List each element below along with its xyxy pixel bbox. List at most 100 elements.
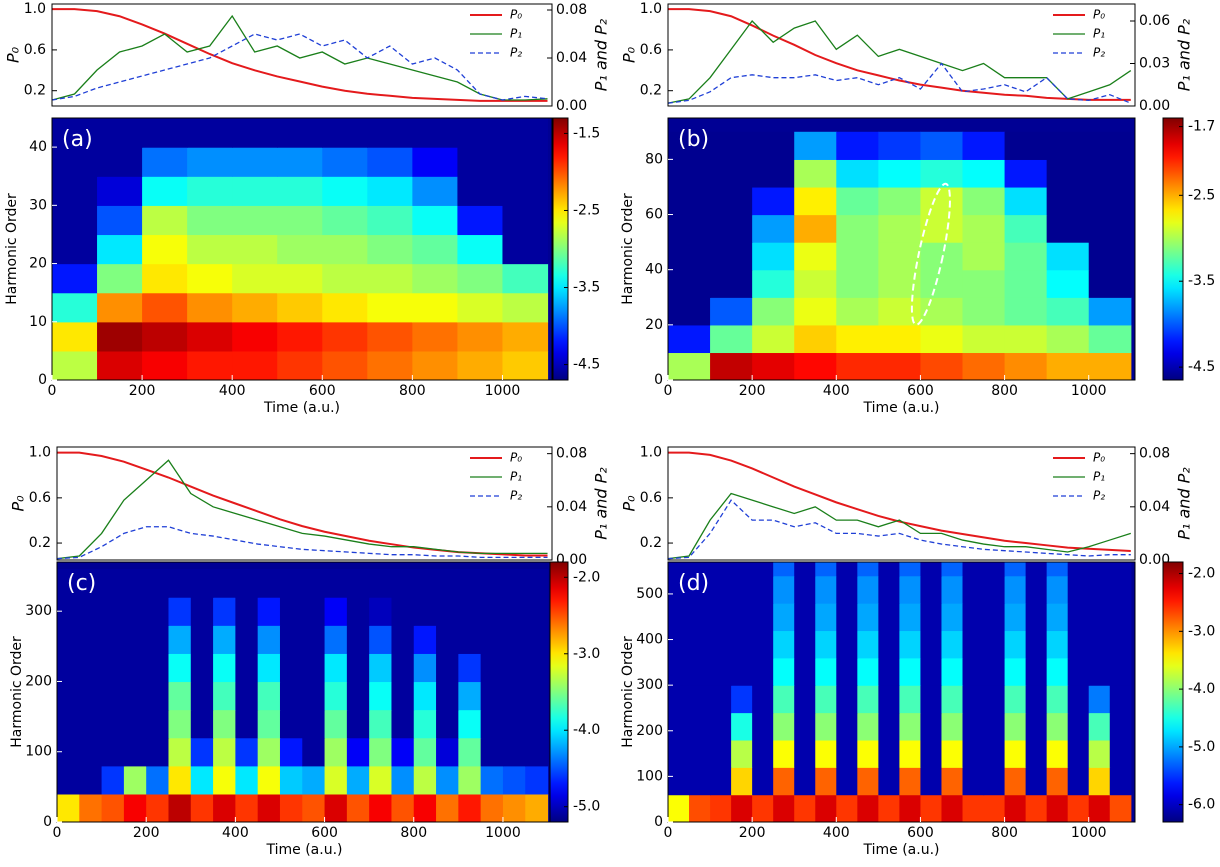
heatmap-cell — [668, 767, 690, 796]
heatmap-cell — [502, 737, 526, 767]
heatmap-cell — [277, 321, 323, 352]
legend-label: P₁ — [1093, 470, 1105, 484]
heatmap-cell — [413, 569, 437, 598]
heatmap-cell — [502, 176, 549, 206]
heatmap-cell — [815, 794, 837, 822]
heatmap-cell — [232, 118, 278, 148]
heatmap-cell — [983, 794, 1006, 822]
heatmap-cell — [1025, 767, 1048, 796]
heatmap-cell — [480, 653, 504, 683]
y-tick-label: 500 — [636, 586, 663, 602]
legend-label: P₁ — [510, 470, 522, 484]
x-tick-label: 0 — [53, 825, 62, 841]
heatmap-cell — [123, 681, 147, 711]
heatmap-cell — [101, 569, 125, 598]
heatmap-cell — [190, 653, 214, 683]
heatmap-cell — [146, 569, 170, 598]
heatmap-cell — [1004, 603, 1027, 632]
heatmap-cell — [235, 737, 259, 767]
heatmap-cell — [1109, 657, 1132, 686]
heatmap-cell — [920, 712, 943, 741]
x-tick-label: 0 — [48, 383, 57, 399]
heatmap-cell — [836, 269, 879, 298]
heatmap-cell — [502, 234, 549, 265]
heatmap-cell — [857, 685, 879, 714]
heatmap-cell — [962, 657, 985, 686]
heatmap-cell — [1004, 575, 1027, 604]
x-axis-label: Time (a.u.) — [266, 842, 343, 858]
heatmap-cell — [1046, 242, 1090, 271]
y-tick-label: 0 — [654, 372, 663, 388]
heatmap-cell — [983, 712, 1006, 741]
heatmap-cell — [257, 709, 281, 739]
colorbar-tick-label: -3.0 — [1188, 623, 1215, 639]
heatmap-cell — [525, 625, 549, 654]
heatmap-cell — [1025, 657, 1048, 686]
heatmap-cell — [322, 147, 368, 177]
heatmap-cell — [794, 352, 837, 380]
y-axis-label: P₀ — [4, 46, 23, 63]
heatmap-cell — [367, 176, 413, 206]
series-line — [57, 459, 548, 560]
heatmap-cell — [79, 597, 103, 626]
legend-label: P₀ — [1093, 8, 1105, 22]
x-tick-label: 600 — [907, 383, 934, 399]
legend-label: P₂ — [1093, 489, 1105, 503]
heatmap-cell — [232, 321, 278, 352]
y-tick-label: 0.2 — [640, 83, 662, 99]
heatmap-cell — [1088, 214, 1132, 243]
heatmap-cell — [710, 186, 753, 216]
heatmap-cell — [920, 131, 964, 160]
heatmap-cell — [436, 597, 459, 626]
heatmap-cell — [346, 765, 370, 795]
heatmap-cell — [941, 767, 964, 796]
heatmap-cell — [1046, 575, 1069, 604]
heatmap-cells — [57, 569, 549, 822]
heatmap-cell — [457, 234, 504, 265]
heatmap-cell — [457, 118, 504, 148]
colorbar-tick-label: -2.0 — [1188, 566, 1215, 582]
heatmap-cell — [836, 562, 858, 577]
heatmap-cell — [1004, 657, 1027, 686]
heatmap-cell — [525, 737, 549, 767]
heatmap-cell — [962, 767, 985, 796]
heatmap-cell — [689, 712, 711, 741]
heatmap-cell — [941, 575, 964, 604]
heatmap-cell — [857, 739, 879, 768]
heatmap-cell — [367, 118, 413, 148]
heatmap-cell — [142, 147, 188, 177]
y-tick-label: 0.6 — [29, 490, 51, 506]
heatmap-cell — [1088, 242, 1132, 271]
heatmap-cell — [1046, 767, 1069, 796]
heatmap-cell — [101, 793, 125, 822]
heatmap-cell — [187, 205, 233, 236]
heatmap-cell — [1067, 685, 1090, 714]
heatmap-cell — [752, 242, 795, 271]
heatmap-cell — [1088, 131, 1132, 160]
heatmap-cell — [1067, 562, 1090, 577]
heatmap-cell — [731, 603, 753, 632]
heatmap-cell — [413, 765, 437, 795]
y-tick-label: 300 — [636, 677, 663, 693]
heatmap-cell — [391, 793, 415, 822]
y2-tick-label: 0.03 — [1139, 56, 1170, 72]
heatmap-cell — [794, 131, 837, 160]
heatmap-cell — [369, 597, 393, 626]
x-tick-label: 200 — [739, 383, 766, 399]
heatmap-cell — [1067, 603, 1090, 632]
heatmap-cell — [710, 657, 732, 686]
heatmap-cell — [369, 569, 393, 598]
y-tick-label: 40 — [29, 139, 47, 155]
panel-label: (c) — [67, 571, 96, 596]
heatmap-cell — [279, 569, 303, 598]
heatmap-cell — [836, 767, 858, 796]
colorbar-tick-label: -3.5 — [1188, 273, 1215, 289]
heatmap-cell — [1088, 657, 1111, 686]
heatmap-cell — [878, 214, 922, 243]
heatmap-cell — [123, 737, 147, 767]
heatmap-cell — [279, 709, 303, 739]
heatmap-cell — [1088, 159, 1132, 188]
heatmap-cell — [436, 709, 459, 739]
heatmap-cell — [962, 242, 1006, 271]
heatmap-cell — [322, 118, 368, 148]
